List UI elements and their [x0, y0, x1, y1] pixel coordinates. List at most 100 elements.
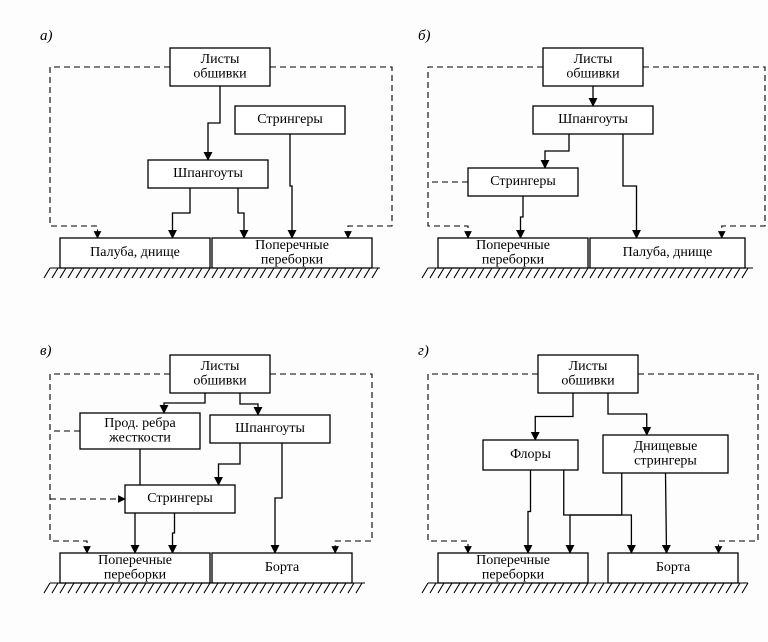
- ground-hatch: [164, 583, 170, 593]
- ground-hatch: [164, 268, 170, 278]
- edge: [535, 393, 573, 440]
- edge: [208, 86, 220, 160]
- ground-hatch: [324, 583, 330, 593]
- ground-hatch: [646, 583, 652, 593]
- edge: [570, 473, 622, 553]
- ground-hatch: [60, 583, 66, 593]
- ground-hatch: [590, 583, 596, 593]
- ground-hatch: [300, 268, 306, 278]
- edge: [545, 134, 569, 168]
- ground-hatch: [646, 268, 652, 278]
- node-label: переборки: [261, 253, 324, 268]
- ground-hatch: [172, 268, 178, 278]
- ground-hatch: [438, 268, 444, 278]
- ground-hatch: [68, 583, 74, 593]
- ground-hatch: [470, 268, 476, 278]
- node-label: обшивки: [566, 67, 620, 82]
- node-label: Листы: [201, 52, 240, 67]
- ground-hatch: [742, 268, 748, 278]
- ground-hatch: [220, 268, 226, 278]
- ground-hatch: [116, 268, 122, 278]
- node-label: переборки: [482, 568, 545, 583]
- ground-hatch: [348, 583, 354, 593]
- ground-hatch: [478, 268, 484, 278]
- node-g-top: Листыобшивки: [538, 355, 638, 393]
- ground-hatch: [228, 583, 234, 593]
- ground-hatch: [686, 268, 692, 278]
- ground-hatch: [566, 583, 572, 593]
- ground-hatch: [356, 583, 362, 593]
- node-label: Палуба, днище: [623, 245, 713, 260]
- ground-hatch: [654, 583, 660, 593]
- node-v-bot1: Поперечныепереборки: [60, 553, 210, 583]
- ground-hatch: [494, 583, 500, 593]
- ground-hatch: [614, 583, 620, 593]
- node-a-top: Листыобшивки: [170, 48, 270, 86]
- edge: [173, 188, 191, 238]
- ground-hatch: [742, 583, 748, 593]
- ground-hatch: [196, 268, 202, 278]
- ground-hatch: [510, 583, 516, 593]
- ground-hatch: [84, 583, 90, 593]
- node-label: переборки: [482, 253, 545, 268]
- node-v-str: Стрингеры: [125, 485, 235, 513]
- node-b-str: Стрингеры: [468, 168, 578, 196]
- ground-hatch: [204, 268, 210, 278]
- node-b-shp: Шпангоуты: [533, 106, 653, 134]
- ground-hatch: [180, 583, 186, 593]
- node-v-top: Листыобшивки: [170, 355, 270, 393]
- node-label: Борта: [265, 560, 300, 575]
- ground-hatch: [308, 268, 314, 278]
- ground-hatch: [68, 268, 74, 278]
- ground-hatch: [662, 583, 668, 593]
- ground-hatch: [204, 583, 210, 593]
- ground-hatch: [52, 583, 58, 593]
- ground-hatch: [140, 583, 146, 593]
- node-v-bot2: Борта: [212, 553, 352, 583]
- panel-label-v: в): [40, 343, 52, 359]
- edge: [608, 393, 647, 435]
- ground-hatch: [316, 268, 322, 278]
- node-label: Шпангоуты: [558, 112, 628, 127]
- ground-hatch: [316, 583, 322, 593]
- edge: [173, 513, 175, 553]
- ground-hatch: [726, 583, 732, 593]
- ground-hatch: [534, 583, 540, 593]
- ground-hatch: [630, 268, 636, 278]
- ground-hatch: [252, 583, 258, 593]
- ground-hatch: [638, 268, 644, 278]
- edge: [521, 196, 524, 238]
- ground-hatch: [356, 268, 362, 278]
- ground-hatch: [542, 268, 548, 278]
- ground-hatch: [662, 268, 668, 278]
- node-label: переборки: [104, 568, 167, 583]
- ground-hatch: [566, 268, 572, 278]
- ground-hatch: [486, 583, 492, 593]
- ground-hatch: [44, 583, 50, 593]
- ground-hatch: [726, 268, 732, 278]
- ground-hatch: [622, 583, 628, 593]
- ground-hatch: [502, 268, 508, 278]
- panel-label-b: б): [418, 28, 431, 44]
- ground-hatch: [92, 583, 98, 593]
- edge-dash: [50, 67, 170, 238]
- ground-hatch: [502, 583, 508, 593]
- ground-hatch: [582, 268, 588, 278]
- ground-hatch: [718, 583, 724, 593]
- node-label: Палуба, днище: [90, 245, 180, 260]
- ground-hatch: [220, 583, 226, 593]
- node-label: Листы: [569, 359, 608, 374]
- edge-dash: [270, 374, 372, 553]
- ground-hatch: [76, 583, 82, 593]
- ground-hatch: [542, 583, 548, 593]
- ground-hatch: [284, 268, 290, 278]
- ground-hatch: [734, 268, 740, 278]
- ground-hatch: [598, 583, 604, 593]
- node-label: стрингеры: [634, 454, 697, 469]
- ground-hatch: [678, 583, 684, 593]
- node-g-dstr: Днищевыестрингеры: [603, 435, 728, 473]
- ground-hatch: [686, 583, 692, 593]
- ground-hatch: [92, 268, 98, 278]
- node-label: Днищевые: [634, 439, 698, 454]
- ground-hatch: [212, 268, 218, 278]
